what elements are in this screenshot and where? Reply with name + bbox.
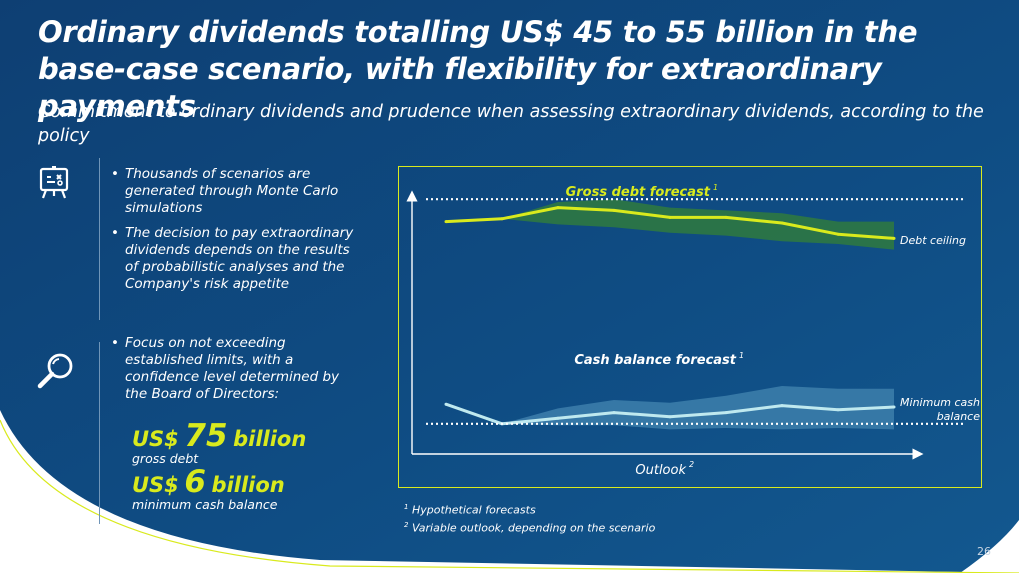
cash-data-point: [892, 405, 896, 409]
debt-series-footnote: 1: [713, 183, 718, 192]
presentation-board-icon: [39, 166, 69, 199]
cash-series-title: Cash balance forecast: [574, 353, 736, 368]
x-axis-label: Outlook: [635, 463, 686, 478]
debt-data-point: [724, 215, 728, 219]
accent-curve: [0, 419, 1019, 573]
gross-debt-caption: gross debt: [132, 451, 199, 466]
gross-debt-value: 75: [184, 418, 228, 454]
unit-label: billion: [233, 427, 307, 451]
min-cash-caption: minimum cash balance: [132, 497, 278, 512]
debt-data-point: [780, 221, 784, 225]
cash-data-point: [668, 415, 672, 419]
chart-frame: [398, 166, 982, 488]
debt-data-point: [556, 206, 560, 210]
debt-data-point: [668, 215, 672, 219]
bullet-list-simulations: Thousands of scenarios are generated thr…: [110, 166, 355, 301]
debt-series-title: Gross debt forecast: [566, 185, 711, 200]
footnotes: 1 Hypothetical forecasts 2 Variable outl…: [404, 500, 655, 535]
x-axis-label-footnote: 2: [689, 460, 694, 469]
divider-line: [99, 342, 100, 524]
bullet-item: Thousands of scenarios are generated thr…: [110, 166, 355, 217]
debt-data-point: [500, 217, 504, 221]
cash-panel: [426, 386, 964, 430]
cash-series-footnote: 1: [739, 351, 744, 360]
page-subtitle: Commitment to ordinary dividends and pru…: [38, 102, 984, 146]
cash-data-point: [444, 402, 448, 406]
unit-label: billion: [211, 473, 285, 497]
bullet-list-limits: Focus on not exceeding established limit…: [110, 335, 355, 411]
debt-data-point: [836, 232, 840, 236]
footnote-1: 1 Hypothetical forecasts: [404, 503, 536, 517]
cash-data-point: [724, 411, 728, 415]
magnifier-icon: [37, 353, 73, 389]
debt-data-point: [444, 220, 448, 224]
debt-data-point: [892, 236, 896, 240]
currency-label: US$: [132, 427, 179, 451]
divider-line: [99, 158, 100, 320]
footnote-2: 2 Variable outlook, depending on the sce…: [404, 520, 656, 535]
debt-data-point: [612, 208, 616, 212]
cash-data-point: [780, 404, 784, 408]
gross-debt-highlight: US$ 75 billion: [132, 418, 306, 454]
min-cash-label: Minimum cash balance: [900, 396, 980, 423]
min-cash-value: 6: [184, 464, 206, 500]
forecast-chart: Gross debt forecast 1 Cash balance forec…: [406, 183, 980, 478]
debt-panel: [426, 198, 964, 250]
min-cash-highlight: US$ 6 billion: [132, 464, 285, 500]
bullet-item: Focus on not exceeding established limit…: [110, 335, 355, 403]
currency-label: US$: [132, 473, 179, 497]
cash-data-point: [612, 411, 616, 415]
page-title: Ordinary dividends totalling US$ 45 to 5…: [38, 15, 918, 123]
debt-confidence-band: [446, 199, 894, 250]
cash-data-point: [556, 416, 560, 420]
page-number: 26: [977, 545, 991, 558]
bullet-item: The decision to pay extraordinary divide…: [110, 225, 355, 293]
cash-data-point: [836, 408, 840, 412]
debt-ceiling-label: Debt ceiling: [900, 234, 966, 247]
